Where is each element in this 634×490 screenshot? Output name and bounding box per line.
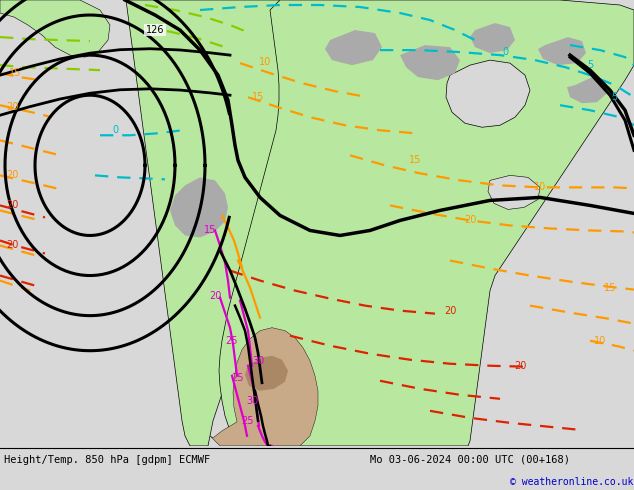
Polygon shape xyxy=(0,0,110,57)
Text: 25: 25 xyxy=(241,416,253,426)
Text: 20: 20 xyxy=(464,216,476,225)
Polygon shape xyxy=(210,328,318,446)
Text: 20: 20 xyxy=(209,291,221,300)
Text: 20: 20 xyxy=(6,200,18,210)
Text: 20: 20 xyxy=(6,171,18,180)
Text: 15: 15 xyxy=(204,225,216,236)
Text: 25: 25 xyxy=(226,336,238,345)
Text: 30: 30 xyxy=(252,356,264,366)
Polygon shape xyxy=(170,177,228,238)
Polygon shape xyxy=(446,60,530,127)
Text: 15: 15 xyxy=(9,68,21,78)
Polygon shape xyxy=(567,77,607,103)
Text: 15: 15 xyxy=(252,92,264,102)
Polygon shape xyxy=(470,23,515,53)
Text: 10: 10 xyxy=(259,57,271,67)
Polygon shape xyxy=(400,45,460,80)
Text: 20: 20 xyxy=(444,306,456,316)
Polygon shape xyxy=(325,30,382,65)
Text: 10: 10 xyxy=(594,336,606,345)
Polygon shape xyxy=(219,0,634,446)
Text: Mo 03-06-2024 00:00 UTC (00+168): Mo 03-06-2024 00:00 UTC (00+168) xyxy=(370,455,570,465)
Text: 5: 5 xyxy=(611,92,617,102)
Polygon shape xyxy=(488,175,540,209)
Text: 15: 15 xyxy=(409,155,421,165)
Text: Height/Temp. 850 hPa [gdpm] ECMWF: Height/Temp. 850 hPa [gdpm] ECMWF xyxy=(4,455,210,465)
Polygon shape xyxy=(126,0,390,446)
Polygon shape xyxy=(538,37,586,65)
Polygon shape xyxy=(245,356,288,391)
Text: 15: 15 xyxy=(604,283,616,293)
Text: 0: 0 xyxy=(502,47,508,57)
Text: 5: 5 xyxy=(587,60,593,70)
Text: © weatheronline.co.uk: © weatheronline.co.uk xyxy=(510,477,633,487)
Text: 25: 25 xyxy=(232,373,244,383)
Text: 20: 20 xyxy=(6,102,18,112)
Text: 30: 30 xyxy=(246,396,258,406)
Text: 126: 126 xyxy=(146,25,164,35)
Text: 10: 10 xyxy=(534,182,546,193)
Text: 0: 0 xyxy=(112,125,118,135)
Text: 20: 20 xyxy=(6,241,18,250)
Text: 20: 20 xyxy=(514,361,526,371)
